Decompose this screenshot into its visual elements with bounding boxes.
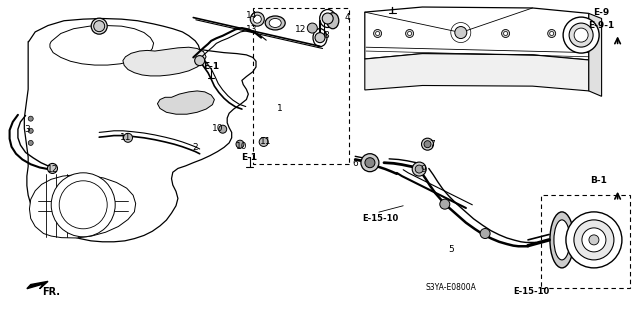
Circle shape — [51, 173, 115, 237]
Text: 2: 2 — [193, 143, 198, 152]
Text: S3YA-E0800A: S3YA-E0800A — [426, 283, 477, 292]
Circle shape — [28, 140, 33, 145]
Text: FR.: FR. — [42, 287, 60, 297]
Ellipse shape — [554, 220, 570, 260]
Polygon shape — [365, 7, 589, 60]
Circle shape — [589, 235, 599, 245]
Text: 8: 8 — [324, 31, 329, 40]
Ellipse shape — [550, 212, 574, 268]
Circle shape — [28, 116, 33, 121]
Circle shape — [412, 162, 426, 176]
Circle shape — [566, 212, 622, 268]
Circle shape — [315, 33, 325, 43]
Circle shape — [60, 181, 108, 229]
Polygon shape — [24, 19, 256, 242]
Text: 10: 10 — [236, 142, 248, 151]
Text: 4: 4 — [344, 13, 349, 22]
Text: E-15-10: E-15-10 — [513, 287, 549, 296]
Text: E-9: E-9 — [593, 8, 610, 17]
Circle shape — [93, 21, 105, 32]
Circle shape — [250, 12, 264, 26]
Text: 5: 5 — [449, 245, 454, 254]
Ellipse shape — [265, 16, 285, 30]
Circle shape — [236, 140, 244, 148]
Circle shape — [219, 125, 227, 133]
Circle shape — [376, 32, 380, 35]
Text: 10: 10 — [212, 124, 223, 133]
Circle shape — [28, 128, 33, 133]
Text: 13: 13 — [246, 25, 257, 34]
Circle shape — [322, 13, 333, 24]
Text: E-1: E-1 — [203, 63, 220, 71]
Circle shape — [455, 26, 467, 39]
Circle shape — [259, 137, 268, 146]
Circle shape — [365, 158, 375, 168]
Text: B-1: B-1 — [590, 176, 607, 185]
Text: E-9-1: E-9-1 — [588, 21, 615, 30]
Circle shape — [47, 163, 58, 174]
Text: 14: 14 — [246, 11, 257, 20]
Circle shape — [480, 228, 490, 239]
Circle shape — [574, 220, 614, 260]
Circle shape — [550, 32, 554, 35]
Ellipse shape — [269, 19, 281, 27]
Text: 6: 6 — [353, 159, 358, 168]
Text: 9: 9 — [421, 165, 426, 174]
Text: 7: 7 — [429, 140, 435, 149]
Circle shape — [424, 141, 431, 148]
Text: 12: 12 — [47, 165, 58, 174]
Text: E-15-10: E-15-10 — [363, 214, 399, 223]
Circle shape — [574, 28, 588, 42]
Circle shape — [582, 228, 606, 252]
Circle shape — [406, 29, 413, 38]
Text: 3: 3 — [25, 125, 30, 134]
Polygon shape — [589, 13, 602, 96]
Circle shape — [440, 199, 450, 209]
Text: 1: 1 — [278, 104, 283, 113]
Circle shape — [422, 138, 433, 150]
Circle shape — [374, 29, 381, 38]
Circle shape — [195, 56, 205, 66]
Circle shape — [307, 23, 317, 33]
Circle shape — [502, 29, 509, 38]
Text: 11: 11 — [260, 137, 271, 146]
Text: 12: 12 — [295, 25, 307, 34]
Circle shape — [457, 29, 465, 38]
Polygon shape — [29, 175, 136, 238]
Bar — [541, 195, 630, 288]
Circle shape — [253, 15, 261, 23]
Text: E-1: E-1 — [241, 153, 258, 162]
Circle shape — [569, 23, 593, 47]
Circle shape — [408, 32, 412, 35]
Bar — [253, 8, 349, 164]
Circle shape — [548, 29, 556, 38]
Text: 11: 11 — [120, 133, 131, 142]
Circle shape — [415, 165, 423, 173]
Polygon shape — [365, 54, 589, 91]
Ellipse shape — [327, 13, 339, 29]
Polygon shape — [157, 91, 214, 114]
Circle shape — [92, 18, 108, 34]
Circle shape — [459, 32, 463, 35]
Polygon shape — [123, 47, 206, 76]
Circle shape — [361, 154, 379, 172]
Circle shape — [563, 17, 599, 53]
Polygon shape — [27, 281, 48, 289]
Circle shape — [124, 133, 132, 142]
Circle shape — [504, 32, 508, 35]
